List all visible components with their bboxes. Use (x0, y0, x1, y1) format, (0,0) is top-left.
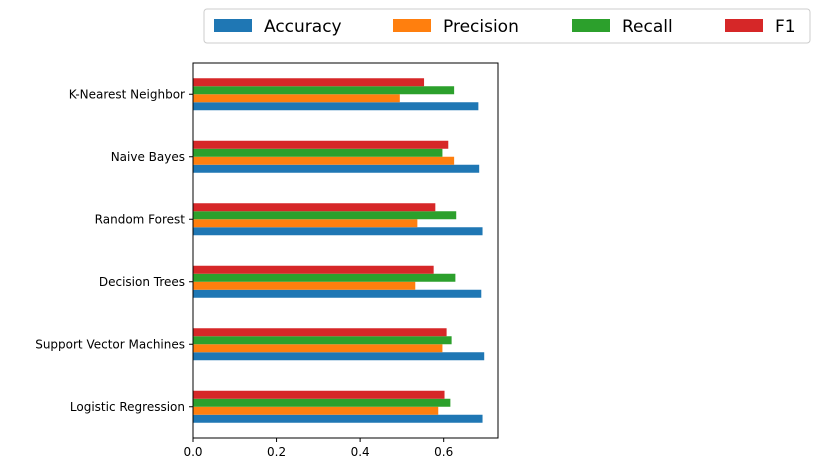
legend-label-f1: F1 (775, 17, 796, 37)
bar-precision-naive-bayes (193, 156, 455, 165)
legend: Accuracy Precision Recall F1 (203, 8, 811, 44)
bar-f1-naive-bayes (193, 140, 449, 149)
legend-box (203, 8, 811, 44)
bar-recall-k-nearest-neighbor (193, 86, 455, 95)
y-tick-label: Decision Trees (99, 275, 185, 289)
bar-f1-support-vector-machines (193, 328, 447, 337)
legend-label-recall: Recall (622, 17, 673, 37)
bar-recall-decision-trees (193, 273, 456, 282)
bar-f1-k-nearest-neighbor (193, 78, 425, 87)
legend-label-accuracy: Accuracy (264, 17, 342, 37)
x-tick-label: 0.0 (183, 445, 202, 459)
bar-f1-random-forest (193, 203, 436, 212)
y-tick-label: Logistic Regression (70, 400, 185, 414)
y-tick-label: Random Forest (95, 212, 186, 226)
legend-label-precision: Precision (443, 17, 519, 37)
x-axis-ticks: 0.0 0.2 0.4 0.6 (183, 438, 453, 459)
bar-precision-k-nearest-neighbor (193, 94, 400, 103)
x-tick-label: 0.6 (434, 445, 453, 459)
bar-recall-naive-bayes (193, 148, 443, 157)
bar-recall-random-forest (193, 211, 457, 220)
plot-area-frame (192, 62, 499, 439)
bar-f1-decision-trees (193, 265, 434, 274)
bar-precision-decision-trees (193, 281, 416, 290)
x-tick-label: 0.4 (351, 445, 370, 459)
legend-swatch-recall (572, 19, 610, 32)
bar-accuracy-support-vector-machines (193, 352, 485, 361)
bar-f1-logistic-regression (193, 390, 445, 399)
bar-precision-random-forest (193, 219, 418, 228)
bar-recall-logistic-regression (193, 398, 451, 407)
bars-group (193, 78, 485, 423)
bar-precision-logistic-regression (193, 406, 439, 415)
bar-precision-support-vector-machines (193, 344, 443, 353)
bar-accuracy-random-forest (193, 227, 483, 236)
bar-recall-support-vector-machines (193, 336, 452, 345)
y-tick-label: Support Vector Machines (35, 337, 185, 351)
bar-accuracy-logistic-regression (193, 414, 483, 423)
y-tick-label: K-Nearest Neighbor (69, 87, 185, 101)
bar-accuracy-k-nearest-neighbor (193, 102, 479, 111)
legend-swatch-f1 (725, 19, 763, 32)
bar-accuracy-decision-trees (193, 289, 482, 298)
x-tick-label: 0.2 (267, 445, 286, 459)
legend-swatch-precision (393, 19, 431, 32)
y-tick-label: Naive Bayes (111, 150, 185, 164)
y-axis-ticks: Logistic Regression Support Vector Machin… (35, 87, 193, 414)
legend-swatch-accuracy (214, 19, 252, 32)
bar-accuracy-naive-bayes (193, 164, 480, 173)
